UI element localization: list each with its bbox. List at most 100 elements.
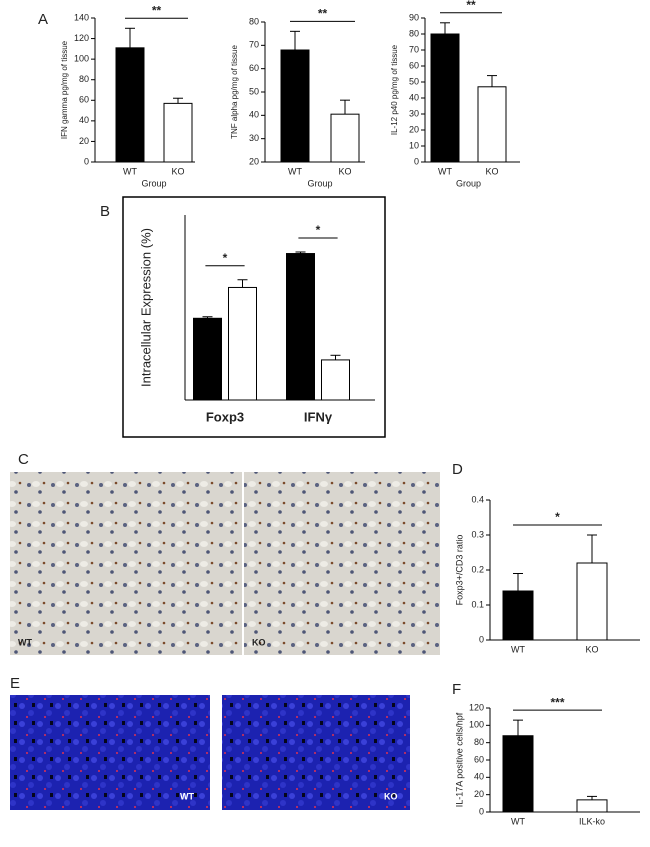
y-tick-label: 120 bbox=[469, 702, 484, 712]
y-tick-label: 20 bbox=[249, 156, 259, 166]
bar bbox=[115, 47, 145, 163]
error-bar bbox=[125, 27, 135, 48]
error-bar bbox=[290, 30, 300, 50]
x-tick-label: WT bbox=[288, 166, 302, 176]
bar bbox=[321, 359, 350, 401]
y-tick-label: 40 bbox=[79, 115, 89, 125]
error-bar bbox=[587, 795, 597, 800]
significance: * bbox=[316, 223, 321, 237]
bar bbox=[430, 33, 460, 163]
y-tick-label: 0 bbox=[84, 156, 89, 166]
image-label: KO bbox=[252, 637, 266, 647]
bar bbox=[502, 590, 534, 641]
y-axis-label: Foxp3+/CD3 ratio bbox=[454, 535, 464, 606]
bar bbox=[163, 102, 193, 163]
image-label: WT bbox=[180, 791, 194, 801]
y-tick-label: 60 bbox=[409, 60, 419, 70]
y-tick-label: 60 bbox=[79, 95, 89, 105]
significance: *** bbox=[550, 695, 564, 709]
significance: ** bbox=[152, 3, 162, 17]
y-tick-label: 70 bbox=[409, 44, 419, 54]
panel-label: F bbox=[452, 681, 461, 698]
error-bar bbox=[487, 75, 497, 87]
bar bbox=[286, 253, 315, 401]
error-bar bbox=[237, 279, 248, 288]
y-tick-label: 0 bbox=[479, 806, 484, 816]
y-tick-label: 90 bbox=[409, 12, 419, 22]
y-tick-label: 0.2 bbox=[471, 564, 484, 574]
significance: ** bbox=[318, 7, 328, 21]
y-tick-label: 30 bbox=[249, 133, 259, 143]
bar bbox=[280, 49, 310, 163]
y-tick-label: 40 bbox=[474, 772, 484, 782]
y-tick-label: 140 bbox=[74, 12, 89, 22]
panel-label: B bbox=[100, 203, 110, 220]
bar bbox=[228, 286, 257, 401]
x-tick-label: Foxp3 bbox=[206, 409, 244, 424]
micrograph bbox=[244, 472, 440, 655]
error-bar bbox=[340, 99, 350, 115]
x-tick-label: KO bbox=[171, 166, 184, 176]
significance: * bbox=[555, 510, 560, 524]
x-tick-label: WT bbox=[511, 816, 525, 826]
y-tick-label: 0.1 bbox=[471, 599, 484, 609]
y-tick-label: 70 bbox=[249, 40, 259, 50]
image-label: WT bbox=[18, 637, 32, 647]
x-tick-label: WT bbox=[123, 166, 137, 176]
y-axis-label: IL-12 p40 pg/mg of tissue bbox=[390, 44, 399, 135]
significance: * bbox=[223, 251, 228, 265]
x-tick-label: KO bbox=[485, 166, 498, 176]
y-tick-label: 20 bbox=[474, 789, 484, 799]
x-tick-label: IFNγ bbox=[304, 409, 333, 424]
y-tick-label: 80 bbox=[249, 16, 259, 26]
x-tick-label: WT bbox=[438, 166, 452, 176]
error-bar bbox=[330, 354, 341, 360]
x-axis-label: Group bbox=[141, 178, 166, 188]
y-tick-label: 60 bbox=[474, 754, 484, 764]
y-tick-label: 100 bbox=[469, 720, 484, 730]
y-tick-label: 60 bbox=[249, 63, 259, 73]
error-bar bbox=[295, 251, 306, 254]
y-tick-label: 20 bbox=[409, 124, 419, 134]
error-bar bbox=[202, 316, 213, 319]
y-tick-label: 20 bbox=[79, 136, 89, 146]
error-bar bbox=[440, 22, 450, 34]
x-tick-label: ILK-ko bbox=[579, 816, 605, 826]
y-tick-label: 30 bbox=[409, 108, 419, 118]
panel-label: C bbox=[18, 451, 29, 468]
bar bbox=[502, 735, 534, 813]
image-label: KO bbox=[384, 791, 398, 801]
y-tick-label: 50 bbox=[249, 86, 259, 96]
y-axis-label: TNF alpha pg/mg of tissue bbox=[230, 45, 239, 139]
micrograph bbox=[10, 472, 242, 655]
x-tick-label: KO bbox=[338, 166, 351, 176]
panel-label: E bbox=[10, 675, 20, 692]
bar bbox=[330, 113, 360, 163]
y-axis-label: Intracellular Expression (%) bbox=[138, 228, 153, 387]
y-tick-label: 120 bbox=[74, 33, 89, 43]
y-tick-label: 10 bbox=[409, 140, 419, 150]
y-tick-label: 40 bbox=[409, 92, 419, 102]
error-bar bbox=[513, 719, 523, 736]
y-tick-label: 0.3 bbox=[471, 529, 484, 539]
x-tick-label: KO bbox=[585, 644, 598, 654]
micrograph bbox=[222, 695, 410, 810]
y-tick-label: 0 bbox=[414, 156, 419, 166]
error-bar bbox=[587, 534, 597, 563]
significance: ** bbox=[466, 0, 476, 12]
bar bbox=[477, 86, 507, 163]
y-tick-label: 50 bbox=[409, 76, 419, 86]
y-tick-label: 0.4 bbox=[471, 494, 484, 504]
y-tick-label: 80 bbox=[474, 737, 484, 747]
x-tick-label: WT bbox=[511, 644, 525, 654]
x-axis-label: Group bbox=[456, 178, 481, 188]
bar bbox=[193, 317, 222, 401]
error-bar bbox=[173, 97, 183, 104]
y-tick-label: 40 bbox=[249, 110, 259, 120]
error-bar bbox=[513, 573, 523, 591]
bar bbox=[576, 562, 608, 641]
y-axis-label: IL-17A positive cells/hpf bbox=[454, 712, 464, 807]
bar bbox=[576, 799, 608, 813]
panel-frame bbox=[122, 196, 386, 438]
y-tick-label: 100 bbox=[74, 54, 89, 64]
